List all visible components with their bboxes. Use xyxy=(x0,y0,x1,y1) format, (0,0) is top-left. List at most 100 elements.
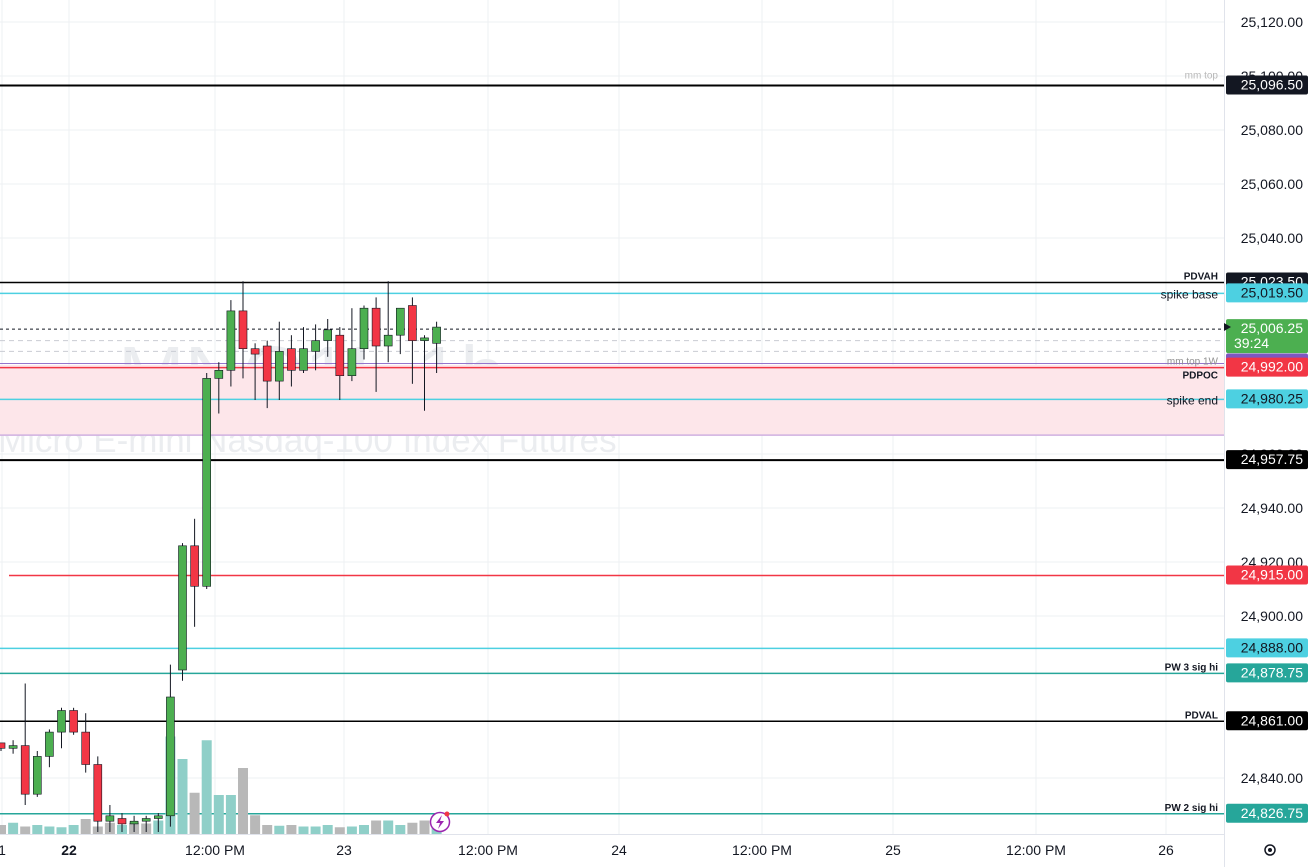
candle-down xyxy=(0,742,6,749)
time-tick-label: 24 xyxy=(611,842,627,858)
volume-bar xyxy=(32,825,43,834)
candle-up xyxy=(8,745,18,749)
volume-bar xyxy=(56,827,67,834)
level-badge-price: 25,006.25 xyxy=(1241,320,1303,336)
level-badge-price: 24,992.00 xyxy=(1241,359,1303,375)
candle-down xyxy=(287,348,296,371)
level-badge[interactable] xyxy=(1226,389,1308,409)
volume-bar xyxy=(80,819,91,834)
settings-gear-icon[interactable] xyxy=(1264,844,1276,856)
bar-countdown: 39:24 xyxy=(1234,335,1269,351)
volume-bar xyxy=(238,768,248,834)
volume-bar xyxy=(177,759,188,834)
time-axis[interactable] xyxy=(0,834,1224,867)
level-badge[interactable] xyxy=(1226,319,1308,354)
level-badge-price: 25,019.50 xyxy=(1241,284,1303,300)
volume-bar xyxy=(0,825,6,834)
volume-bar xyxy=(262,825,273,834)
level-badge[interactable] xyxy=(1226,711,1308,731)
price-tick-label: 24,840.00 xyxy=(1241,770,1303,786)
candle-down xyxy=(335,334,345,377)
candle-up xyxy=(202,378,211,587)
volume-bar xyxy=(371,820,382,834)
candles xyxy=(0,281,441,832)
price-tick-label: 25,060.00 xyxy=(1241,176,1303,192)
level-badge[interactable] xyxy=(1226,283,1308,303)
candle-down xyxy=(117,818,127,825)
level-badge[interactable] xyxy=(1226,75,1308,95)
candle-down xyxy=(81,731,90,765)
candle-down xyxy=(69,710,78,733)
volume-bar xyxy=(346,826,357,834)
volume-bar xyxy=(334,827,345,834)
volume-bar xyxy=(8,822,19,834)
level-note: PDPOC xyxy=(1182,371,1218,382)
time-tick-label: 12:00 PM xyxy=(458,842,518,858)
candle-up xyxy=(299,348,308,371)
level-badge[interactable] xyxy=(1226,357,1308,377)
candle-up xyxy=(129,820,139,825)
volume-bar xyxy=(201,740,212,834)
level-note: mm top 1W xyxy=(1167,357,1219,368)
level-badge-price: 24,878.75 xyxy=(1241,664,1303,680)
level-badge[interactable] xyxy=(1226,663,1308,683)
level-badge-price: 24,957.75 xyxy=(1241,451,1303,467)
volume-bar xyxy=(225,795,236,834)
volume-bars xyxy=(0,736,442,834)
candle-up xyxy=(420,337,429,341)
candle-up xyxy=(359,307,369,350)
candle-up xyxy=(105,815,115,822)
price-tick-label: 24,940.00 xyxy=(1241,500,1303,516)
level-badge-price: 24,861.00 xyxy=(1241,712,1303,728)
level-badge[interactable] xyxy=(1226,803,1308,823)
candle-up xyxy=(214,369,224,379)
candle-down xyxy=(371,307,381,347)
chart-grid xyxy=(0,0,1224,834)
candle-up xyxy=(432,326,441,344)
volume-bar xyxy=(310,826,321,834)
level-note: PDVAH xyxy=(1184,272,1218,283)
volume-bar xyxy=(44,826,55,834)
level-note: PW 3 sig hi xyxy=(1165,662,1219,673)
time-tick-label: 26 xyxy=(1158,842,1174,858)
candle-down xyxy=(190,545,199,587)
candle-up xyxy=(323,329,333,341)
volume-bar xyxy=(68,825,79,834)
price-tick-label: 25,040.00 xyxy=(1241,230,1303,246)
level-badge[interactable] xyxy=(1226,565,1308,585)
candle-up xyxy=(32,756,42,795)
candle-down xyxy=(262,345,272,382)
price-tick-label: 24,900.00 xyxy=(1241,608,1303,624)
candle-up xyxy=(311,340,320,352)
time-tick-label: 12:00 PM xyxy=(185,842,245,858)
level-badges[interactable]: 25,096.5025,023.5025,019.5025,006.2539:2… xyxy=(1224,75,1308,823)
level-badge-price: 24,915.00 xyxy=(1241,567,1303,583)
lightning-icon[interactable] xyxy=(429,811,451,833)
volume-bar xyxy=(20,826,31,834)
volume-bar xyxy=(274,825,285,834)
volume-bar xyxy=(213,795,224,834)
level-note: mm top xyxy=(1185,70,1219,81)
level-note: PW 2 sig hi xyxy=(1165,803,1219,814)
last-price-arrow-icon xyxy=(1224,323,1231,331)
level-note: spike end xyxy=(1167,393,1218,407)
volume-bar xyxy=(383,820,394,834)
candle-up xyxy=(274,351,284,382)
candle-down xyxy=(250,348,260,355)
candle-down xyxy=(408,305,417,341)
candle-up xyxy=(154,815,163,819)
level-note: spike base xyxy=(1161,287,1219,301)
level-note: PDVAL xyxy=(1185,710,1218,721)
volume-bar xyxy=(419,820,430,834)
time-tick-label: 12:00 PM xyxy=(1006,842,1066,858)
level-badge[interactable] xyxy=(1226,450,1308,470)
candle-down xyxy=(20,745,30,795)
candle-up xyxy=(57,710,66,733)
price-levels[interactable]: mm top PDVAH spike base mm top 1W PDPOC spike… xyxy=(0,70,1224,815)
time-tick-label: 12:00 PM xyxy=(732,842,792,858)
candle-up xyxy=(347,348,357,377)
candle-up xyxy=(226,310,236,371)
volume-bar xyxy=(189,792,200,834)
level-badge[interactable] xyxy=(1226,638,1308,658)
